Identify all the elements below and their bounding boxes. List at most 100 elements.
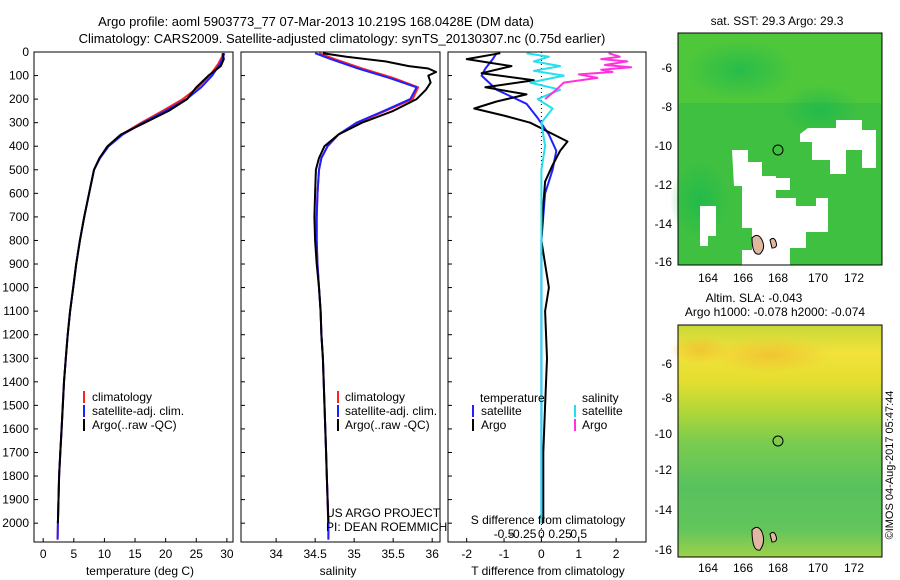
difference-legend: temperature salinity satellite Argo sate… [472, 391, 623, 432]
t-tick-label: 1 [575, 547, 582, 561]
x-tick-label: 35 [347, 547, 361, 561]
sla-xtick: 172 [844, 561, 864, 575]
sla-high-patch [710, 337, 830, 373]
sla-ytick: -10 [655, 427, 673, 441]
t-tick-label: -1 [499, 547, 510, 561]
legend-climatology: climatology [345, 390, 405, 404]
land-island [751, 526, 765, 551]
series-argo-raw-qc [313, 52, 438, 524]
sst-xtick: 168 [768, 271, 788, 285]
t-tick-label: 0 [538, 547, 545, 561]
legend-satellite: satellite-adj. clim. [345, 404, 437, 418]
series-s-satellite [526, 52, 565, 524]
sst-ytick: -10 [655, 139, 673, 153]
sst-cloud-gap [800, 120, 876, 174]
depth-tick-label: 400 [9, 139, 29, 153]
t-difference-label: T difference from climatology [471, 564, 625, 578]
x-tick-label: 30 [220, 547, 234, 561]
sst-yticks: -6 -8 -10 -12 -14 -16 [655, 61, 673, 269]
s-tick-label: -0.25 [509, 527, 537, 541]
sla-xtick: 170 [808, 561, 828, 575]
sst-xtick: 172 [844, 271, 864, 285]
sst-ytick: -14 [655, 217, 673, 231]
series-argo-raw-qc [56, 53, 225, 524]
legend-argo: Argo(..raw -QC) [92, 418, 177, 432]
depth-tick-label: 300 [9, 116, 29, 130]
sst-cloud-gap [766, 178, 790, 190]
sst-ytick: -16 [655, 255, 673, 269]
depth-tick-label: 1900 [2, 493, 29, 507]
sst-title: sat. SST: 29.3 Argo: 29.3 [711, 14, 844, 28]
depth-tick-label: 900 [9, 257, 29, 271]
s-tick-label: 0 [538, 527, 545, 541]
sst-frame [677, 32, 883, 266]
salinity-frame [240, 51, 441, 543]
depth-tick-label: 200 [9, 92, 29, 106]
sst-ytick: -8 [661, 100, 672, 114]
depth-tick-label: 500 [9, 163, 29, 177]
s-tick-label: -0.5 [494, 527, 515, 541]
land-island [751, 234, 765, 255]
salinity-x-axis: 34 34.5 35 35.5 36 [241, 51, 440, 561]
depth-tick-label: 1100 [3, 304, 29, 318]
depth-tick-label: 1700 [2, 445, 29, 459]
legend-s-satellite: satellite [582, 404, 623, 418]
difference-x-axis: -2 -1 0 1 2 -0.5-0.25 0 0.250.5 [448, 51, 620, 561]
sla-ytick: -14 [655, 503, 673, 517]
series-satellite-adj-clim [56, 52, 226, 540]
sla-xtick: 166 [733, 561, 753, 575]
sla-ytick: -12 [655, 463, 673, 477]
sla-ytick: -8 [661, 391, 672, 405]
x-tick-label: 0 [40, 547, 47, 561]
temperature-panel: 0100200300400500600700800900100011001200… [2, 45, 234, 578]
depth-tick-label: 1600 [2, 422, 29, 436]
sst-xtick: 166 [733, 271, 753, 285]
x-tick-label: 15 [128, 547, 142, 561]
s-difference-label: S difference from climatology [471, 513, 626, 527]
temperature-lines [56, 52, 226, 540]
depth-tick-label: 0 [22, 45, 29, 59]
t-tick-label: -2 [461, 547, 472, 561]
sla-title: Altim. SLA: -0.043 [706, 291, 803, 305]
title-line-2: Climatology: CARS2009. Satellite-adjuste… [79, 31, 606, 46]
depth-tick-label: 1000 [2, 281, 29, 295]
legend-s-argo: Argo [582, 418, 608, 432]
imos-stamp: ©IMOS 04-Aug-2017 05:47:44 [884, 391, 896, 540]
x-tick-label: 36 [426, 547, 440, 561]
sst-xtick: 164 [698, 271, 718, 285]
sla-xtick: 164 [698, 561, 718, 575]
x-tick-label: 20 [159, 547, 173, 561]
sst-ytick: -12 [655, 178, 673, 192]
land-island [769, 237, 777, 249]
salinity-panel: 34 34.5 35 35.5 36 salinity climatology sate… [240, 51, 447, 578]
salinity-xlabel: salinity [320, 564, 357, 578]
difference-lines [465, 52, 633, 524]
legend-t-satellite: satellite [481, 404, 522, 418]
sst-cool-patch [685, 40, 795, 100]
difference-frame [447, 51, 647, 543]
land-island [769, 531, 777, 543]
series-t-argo [465, 52, 569, 524]
depth-tick-label: 1200 [2, 328, 29, 342]
legend-climatology: climatology [92, 390, 152, 404]
legend-header-temperature: temperature [480, 391, 545, 405]
depth-tick-label: 100 [9, 69, 29, 83]
salinity-lines [313, 52, 438, 540]
temperature-legend: climatology satellite-adj. clim. Argo(..… [83, 390, 184, 432]
t-tick-label: 2 [613, 547, 620, 561]
sst-xtick: 170 [808, 271, 828, 285]
title-line-1: Argo profile: aoml 5903773_77 07-Mar-201… [98, 14, 534, 29]
sst-map: sat. SST: 29.3 Argo: 29.3 -6 -8 -10 -12 … [655, 14, 883, 285]
series-s-argo [544, 52, 633, 100]
sst-cloud-gap [700, 206, 716, 246]
sla-map: Altim. SLA: -0.043 Argo h1000: -0.078 h2… [655, 291, 883, 575]
legend-t-argo: Argo [481, 418, 507, 432]
x-tick-label: 10 [98, 547, 112, 561]
series-t-satellite [480, 52, 558, 524]
temperature-xlabel: temperature (deg C) [86, 564, 194, 578]
sla-frame [677, 324, 883, 558]
depth-tick-label: 800 [9, 233, 29, 247]
sla-ytick: -16 [655, 543, 673, 557]
s-tick-label: 0.25 [548, 527, 572, 541]
float-position-marker [772, 435, 784, 447]
